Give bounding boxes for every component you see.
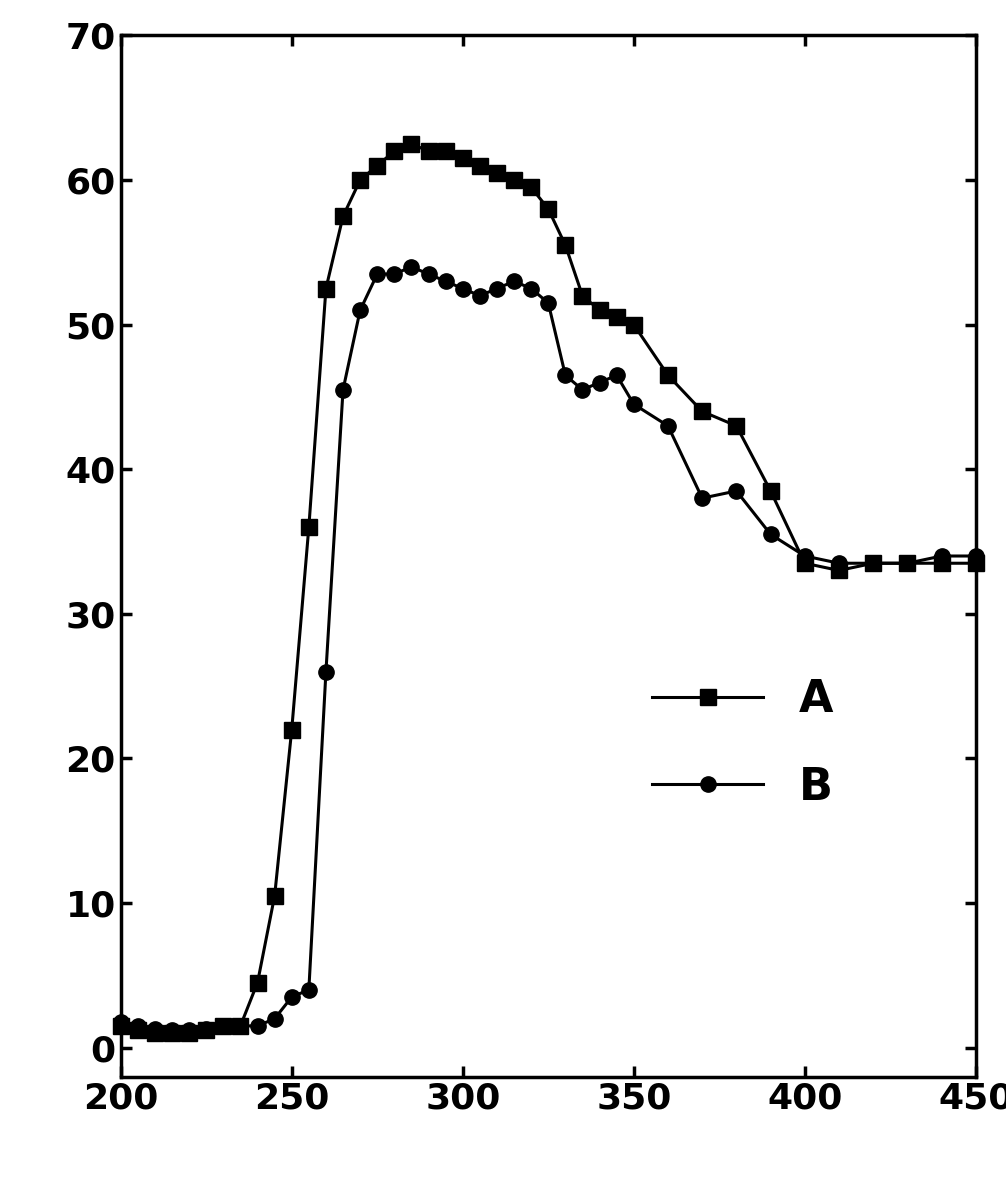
A: [662, 368, 674, 382]
A: [936, 556, 948, 570]
Line: B: B: [113, 259, 984, 1037]
B: [337, 382, 349, 396]
B: [440, 274, 452, 289]
A: [628, 317, 640, 331]
A: [269, 888, 281, 903]
A: [200, 1023, 212, 1037]
A: [799, 556, 811, 570]
A: [970, 556, 982, 570]
A: [149, 1026, 161, 1040]
A: [594, 303, 606, 317]
A: [234, 1019, 246, 1033]
B: [662, 419, 674, 433]
A: [183, 1026, 195, 1040]
B: [491, 282, 503, 296]
B: [799, 549, 811, 563]
B: [730, 484, 742, 498]
B: [252, 1019, 264, 1033]
A: [337, 209, 349, 224]
B: [286, 990, 298, 1004]
A: [525, 180, 537, 194]
B: [542, 296, 554, 310]
A: [867, 556, 879, 570]
A: [696, 405, 708, 419]
B: [696, 491, 708, 505]
B: [149, 1022, 161, 1036]
B: [269, 1011, 281, 1026]
A: [542, 202, 554, 216]
A: [457, 151, 469, 166]
A: [303, 521, 315, 535]
B: [166, 1023, 178, 1037]
A: [132, 1023, 144, 1037]
B: [217, 1019, 229, 1033]
B: [576, 382, 589, 396]
A: [371, 159, 383, 173]
A: [491, 166, 503, 180]
B: [765, 528, 777, 542]
B: [354, 303, 366, 317]
A: [730, 419, 742, 433]
A: [166, 1026, 178, 1040]
B: [936, 549, 948, 563]
B: [833, 556, 845, 570]
B: [525, 282, 537, 296]
B: [200, 1022, 212, 1036]
B: [594, 375, 606, 389]
Legend: A, B: A, B: [634, 660, 851, 827]
B: [405, 260, 417, 274]
A: [611, 310, 623, 324]
B: [474, 289, 486, 303]
B: [970, 549, 982, 563]
A: [474, 159, 486, 173]
A: [833, 563, 845, 577]
B: [388, 267, 400, 282]
A: [576, 289, 589, 303]
B: [132, 1019, 144, 1033]
A: [901, 556, 913, 570]
B: [457, 282, 469, 296]
A: [115, 1019, 127, 1033]
B: [611, 368, 623, 382]
A: [440, 144, 452, 159]
B: [371, 267, 383, 282]
B: [901, 556, 913, 570]
B: [183, 1023, 195, 1037]
B: [234, 1019, 246, 1033]
B: [559, 368, 571, 382]
B: [867, 556, 879, 570]
A: [765, 484, 777, 498]
A: [252, 976, 264, 990]
A: [559, 238, 571, 252]
B: [423, 267, 435, 282]
A: [405, 137, 417, 151]
B: [320, 665, 332, 679]
A: [320, 282, 332, 296]
B: [303, 983, 315, 997]
A: [508, 173, 520, 187]
B: [508, 274, 520, 289]
A: [286, 723, 298, 737]
B: [115, 1015, 127, 1029]
A: [354, 173, 366, 187]
Line: A: A: [113, 136, 984, 1041]
B: [628, 397, 640, 412]
A: [423, 144, 435, 159]
A: [217, 1019, 229, 1033]
A: [388, 144, 400, 159]
